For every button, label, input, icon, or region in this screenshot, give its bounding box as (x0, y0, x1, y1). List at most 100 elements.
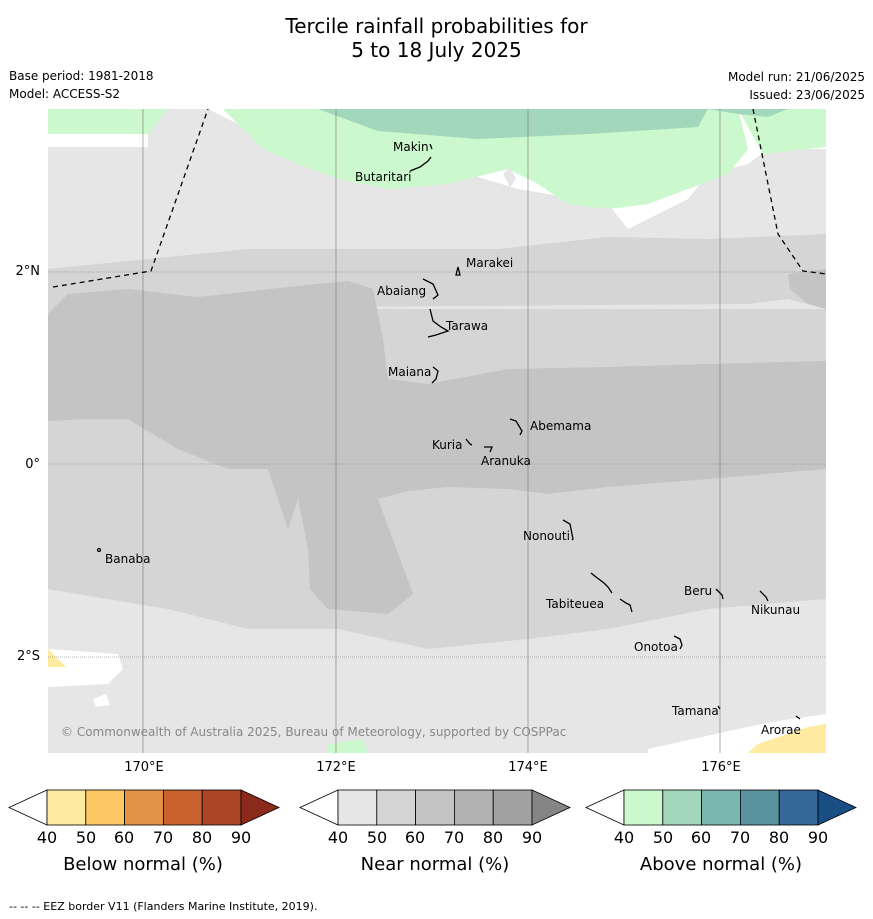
eez-border-east (752, 109, 826, 275)
copyright-notice: © Commonwealth of Australia 2025, Bureau… (61, 725, 567, 739)
label-marakei: Marakei (466, 256, 514, 270)
colorbar-segment (85, 789, 126, 826)
colorbar-extend-high (240, 789, 280, 826)
above-normal-50-nw (48, 109, 168, 134)
cb-below-tick: 60 (113, 828, 135, 847)
cb-above-tick: 90 (807, 828, 829, 847)
label-nikunau: Nikunau (751, 603, 801, 617)
label-aranuka: Aranuka (481, 454, 531, 468)
label-maiana: Maiana (388, 365, 432, 379)
white-patch-sw (93, 694, 110, 707)
cb-below-tick: 40 (36, 828, 58, 847)
map-svg (48, 109, 826, 753)
white-region-sw (48, 649, 123, 687)
marakei-island (455, 266, 461, 276)
label-butaritari: Butaritari (355, 170, 412, 184)
rainfall-map: Makin Butaritari Marakei Abaiang Tarawa … (48, 109, 826, 753)
label-banaba: Banaba (105, 552, 151, 566)
nonouti-island (562, 519, 574, 541)
colorbar-segment (623, 789, 664, 826)
colorbar-extend-low (299, 789, 339, 826)
colorbar-extend-low (8, 789, 48, 826)
map-title-line2: 5 to 18 July 2025 (351, 38, 522, 62)
colorbar-above-normal (585, 789, 857, 826)
colorbar-segment (46, 789, 87, 826)
cb-below-tick: 90 (230, 828, 252, 847)
above-normal-50-ne (738, 109, 826, 154)
above-normal-60-ne (708, 109, 788, 117)
below-normal-50-se (748, 724, 826, 753)
colorbar-above-label: Above normal (%) (639, 854, 803, 875)
lat-label-0: 0° (25, 457, 40, 472)
label-onotoa: Onotoa (634, 640, 678, 654)
model-name: Model: ACCESS-S2 (9, 87, 121, 101)
gridlines (48, 109, 826, 753)
near-normal-patch (503, 167, 516, 187)
eez-border-west (52, 109, 209, 288)
colorbar-segment (415, 789, 455, 826)
issued-date: Issued: 23/06/2025 (749, 88, 865, 102)
colorbar-below-normal (8, 789, 280, 826)
butaritari-island (409, 156, 432, 172)
cb-near-tick: 40 (327, 828, 349, 847)
cb-above-tick: 70 (729, 828, 751, 847)
island-outlines (96, 143, 801, 720)
colorbar-segment (701, 789, 741, 826)
colorbar-extend-high (817, 789, 857, 826)
colorbar-below-label: Below normal (%) (63, 854, 223, 875)
abemama-island (509, 418, 523, 436)
tarawa-island (427, 308, 450, 338)
lon-label-176e: 176°E (701, 760, 741, 775)
near-normal-50-north (48, 234, 826, 309)
tabiteuea-island-south (619, 598, 633, 613)
abaiang-island (422, 278, 439, 300)
near-normal-60-tongue (298, 489, 413, 614)
aranuka-island (484, 446, 493, 453)
colorbar-extend-low (585, 789, 625, 826)
label-beru: Beru (684, 584, 713, 598)
colorbar-segment (778, 789, 819, 826)
colorbar-segment (492, 789, 533, 826)
lon-label-172e: 172°E (316, 760, 356, 775)
colorbar-segment (740, 789, 780, 826)
onotoa-island (673, 635, 683, 650)
colorbar-segment (162, 789, 203, 826)
colorbar-near-label: Near normal (%) (360, 854, 510, 875)
near-normal-60-east (788, 269, 826, 309)
label-makin: Makin (393, 140, 429, 154)
label-tabiteuea: Tabiteuea (546, 597, 605, 611)
label-tamana: Tamana (672, 704, 719, 718)
cb-near-tick: 70 (443, 828, 465, 847)
colorbar-segment (662, 789, 702, 826)
makin-island (429, 143, 433, 150)
cb-above-tick: 80 (768, 828, 790, 847)
label-tarawa: Tarawa (446, 319, 489, 333)
cb-above-tick: 60 (690, 828, 712, 847)
cb-above-tick: 50 (652, 828, 674, 847)
banaba-island (96, 547, 102, 553)
cb-below-tick: 80 (191, 828, 213, 847)
lon-label-170e: 170°E (124, 760, 164, 775)
label-nonouti: Nonouti (523, 529, 570, 543)
cb-near-tick: 50 (366, 828, 388, 847)
base-period: Base period: 1981-2018 (9, 69, 154, 83)
colorbar-segment (337, 789, 378, 826)
cb-below-tick: 50 (75, 828, 97, 847)
lat-label-2s: 2°S (16, 649, 40, 664)
cb-near-tick: 90 (521, 828, 543, 847)
above-normal-60-north (318, 109, 708, 139)
model-run: Model run: 21/06/2025 (727, 70, 865, 84)
colorbar-segment (453, 789, 494, 826)
lat-label-2n: 2°N (15, 264, 41, 279)
label-abaiang: Abaiang (377, 284, 427, 298)
label-arorae: Arorae (761, 723, 801, 737)
tamana-island (717, 705, 721, 710)
colorbar-segment (376, 789, 416, 826)
maiana-island (431, 366, 439, 384)
colorbar-segment (124, 789, 164, 826)
arorae-island (795, 715, 801, 720)
above-normal-50-north (223, 109, 748, 209)
cb-above-tick: 40 (613, 828, 635, 847)
cb-near-tick: 60 (404, 828, 426, 847)
eez-footer-note: -- -- -- EEZ border V11 (Flanders Marine… (9, 900, 318, 913)
